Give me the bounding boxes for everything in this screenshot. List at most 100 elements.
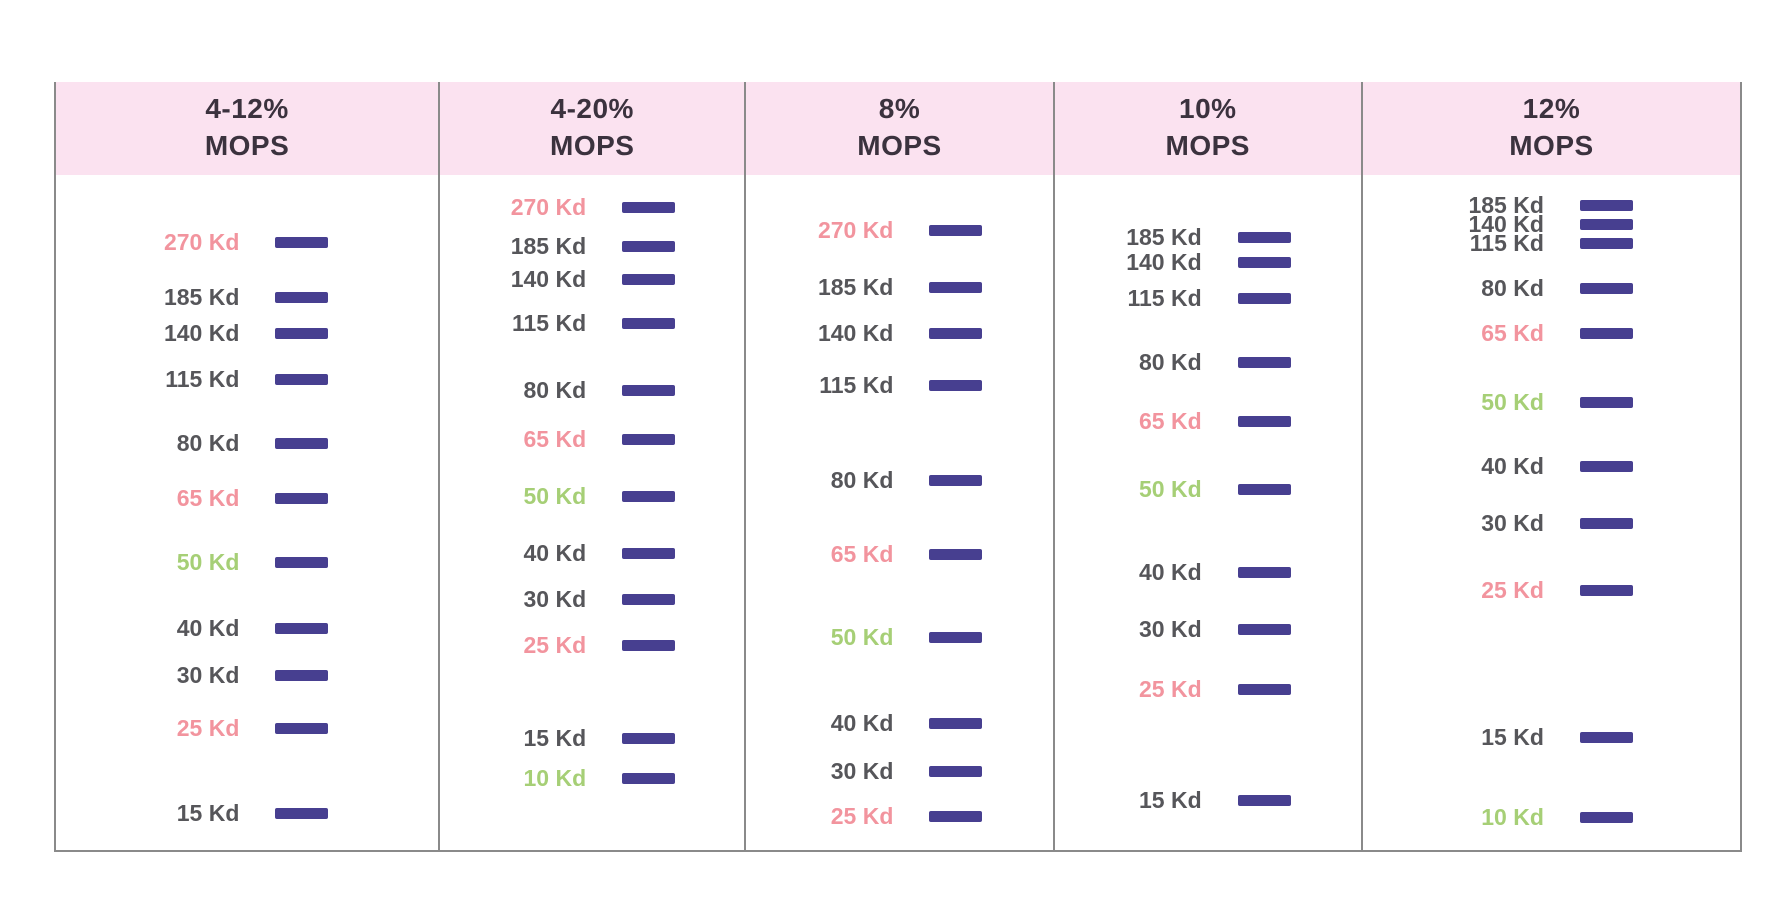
band-label: 50 Kd: [176, 548, 240, 575]
lane-header-buffer: MOPS: [1509, 130, 1594, 161]
band-bar: [622, 732, 676, 744]
lane-header-percent: 10%: [1179, 93, 1237, 124]
lane-body: 270 Kd 185 Kd 140 Kd 115 Kd 80 Kd 65 Kd 50 Kd 4…: [746, 175, 1052, 852]
band-label: 185 Kd: [1468, 191, 1544, 218]
band-row: 140 Kd: [746, 317, 1052, 349]
band-bar: [275, 236, 329, 248]
band-row: 10 Kd: [440, 762, 744, 794]
band-label: 50 Kd: [830, 623, 894, 650]
band-label: 10 Kd: [523, 764, 587, 791]
band-label: 65 Kd: [830, 540, 894, 567]
band-label: 15 Kd: [176, 799, 240, 826]
band-bar: [275, 722, 329, 734]
band-label: 40 Kd: [1481, 452, 1544, 479]
band-row: 115 Kd: [56, 363, 438, 395]
band-label: 30 Kd: [830, 757, 894, 784]
band-label: 25 Kd: [176, 714, 240, 741]
band-bar: [1237, 415, 1291, 427]
band-bar: [622, 433, 676, 445]
lane-header-buffer: MOPS: [204, 130, 290, 161]
band-label: 115 Kd: [165, 365, 240, 392]
band-bar: [275, 437, 329, 449]
band-label: 15 Kd: [1139, 786, 1202, 813]
band-label: 30 Kd: [523, 585, 587, 612]
band-bar: [275, 622, 329, 634]
band-bar: [1579, 584, 1633, 596]
band-row: 80 Kd: [1055, 346, 1361, 378]
band-bar: [275, 291, 329, 303]
band-row: 40 Kd: [56, 612, 438, 644]
band-bar: [1579, 517, 1633, 529]
band-bar: [929, 281, 983, 293]
band-row: 80 Kd: [1363, 272, 1740, 304]
band-label: 115 Kd: [1127, 284, 1202, 311]
band-label: 185 Kd: [510, 232, 587, 259]
band-label: 25 Kd: [830, 802, 894, 829]
band-row: 140 Kd: [1363, 208, 1740, 240]
band-label: 65 Kd: [1139, 407, 1202, 434]
band-label: 80 Kd: [1481, 274, 1544, 301]
band-bar: [929, 327, 983, 339]
lane-header-percent: 4-12%: [205, 93, 289, 124]
band-bar: [1237, 256, 1291, 268]
band-row: 15 Kd: [440, 722, 744, 754]
band-label: 140 Kd: [1126, 248, 1202, 275]
band-label: 15 Kd: [1481, 723, 1544, 750]
band-row: 10 Kd: [1363, 801, 1740, 833]
lane-body: 270 Kd 185 Kd 140 Kd 115 Kd 80 Kd 65 Kd 50 Kd 4…: [56, 175, 438, 852]
band-label: 80 Kd: [1139, 348, 1202, 375]
band-bar: [1237, 566, 1291, 578]
lane-header-buffer: MOPS: [550, 130, 635, 161]
band-label: 40 Kd: [523, 539, 587, 566]
lane-header-percent: 8%: [878, 93, 921, 124]
lane-4-12-mops: 4-12% MOPS 270 Kd 185 Kd 140 Kd 115 Kd 80 Kd 65…: [56, 82, 439, 852]
band-label: 30 Kd: [1139, 615, 1202, 642]
band-bar: [1579, 199, 1633, 211]
band-bar: [1579, 731, 1633, 743]
band-label: 80 Kd: [176, 429, 240, 456]
band-label: 185 Kd: [817, 273, 894, 300]
band-row: 30 Kd: [440, 583, 744, 615]
band-bar: [929, 810, 983, 822]
band-row: 25 Kd: [746, 800, 1052, 832]
band-row: 270 Kd: [440, 191, 744, 223]
band-row: 185 Kd: [56, 281, 438, 313]
band-row: 115 Kd: [1055, 282, 1361, 314]
band-row: 140 Kd: [440, 263, 744, 295]
band-row: 140 Kd: [1055, 246, 1361, 278]
band-label: 65 Kd: [176, 484, 240, 511]
band-bar: [929, 548, 983, 560]
band-bar: [1579, 218, 1633, 230]
band-bar: [1579, 460, 1633, 472]
band-row: 30 Kd: [56, 659, 438, 691]
band-row: 65 Kd: [1055, 405, 1361, 437]
band-bar: [622, 547, 676, 559]
lane-12-mops: 12% MOPS 185 Kd 140 Kd 115 Kd 80 Kd 65 Kd 50 Kd…: [1360, 82, 1740, 850]
band-bar: [622, 317, 676, 329]
band-label: 30 Kd: [1481, 509, 1544, 536]
band-label: 50 Kd: [1481, 388, 1544, 415]
band-row: 40 Kd: [1363, 450, 1740, 482]
band-label: 25 Kd: [1481, 576, 1544, 603]
band-bar: [1579, 282, 1633, 294]
band-label: 10 Kd: [1481, 803, 1544, 830]
lane-header: 12% MOPS: [1362, 82, 1740, 175]
lane-body: 270 Kd 185 Kd 140 Kd 115 Kd 80 Kd 65 Kd 50 Kd 4…: [440, 175, 744, 852]
band-label: 25 Kd: [523, 631, 587, 658]
band-label: 80 Kd: [830, 466, 894, 493]
band-label: 65 Kd: [1481, 319, 1544, 346]
band-label: 270 Kd: [163, 228, 240, 255]
band-bar: [1237, 623, 1291, 635]
band-bar: [275, 669, 329, 681]
band-row: 270 Kd: [56, 226, 438, 258]
lane-10-mops: 10% MOPS 185 Kd 140 Kd 115 Kd 80 Kd 65 Kd 50 Kd…: [1052, 82, 1361, 852]
band-row: 115 Kd: [1363, 227, 1740, 259]
band-row: 50 Kd: [1363, 386, 1740, 418]
protein-ladder-migration-table: 4-12% MOPS 270 Kd 185 Kd 140 Kd 115 Kd 80 Kd 65…: [54, 82, 1742, 852]
band-bar: [929, 224, 983, 236]
lane-body: 185 Kd 140 Kd 115 Kd 80 Kd 65 Kd 50 Kd 40 Kd 30…: [1055, 175, 1361, 852]
band-row: 15 Kd: [1055, 784, 1361, 816]
band-row: 80 Kd: [440, 374, 744, 406]
band-bar: [929, 765, 983, 777]
lane-header: 4-20% MOPS: [440, 82, 745, 175]
